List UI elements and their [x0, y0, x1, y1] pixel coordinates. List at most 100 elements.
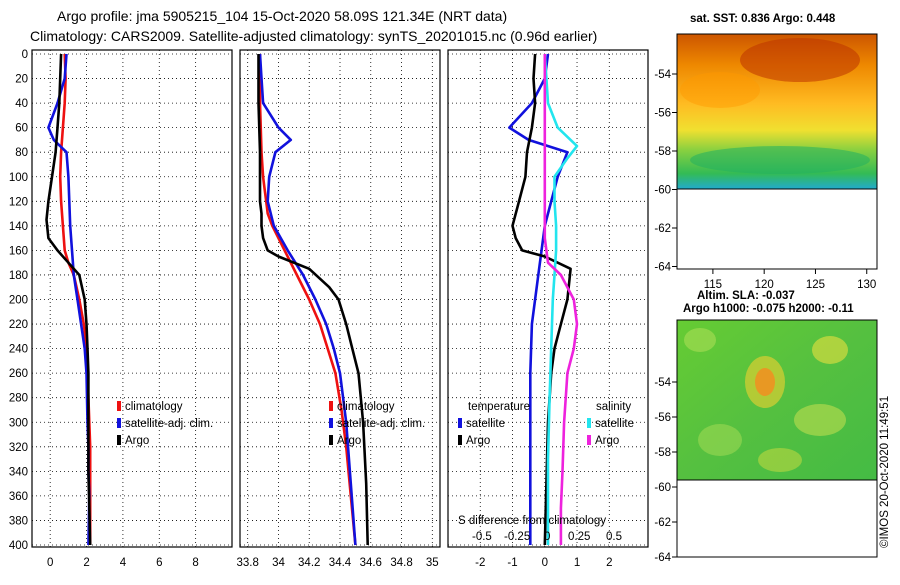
- sla-map: [676, 319, 878, 558]
- legend-swatch-temperature-satellite: [458, 418, 462, 428]
- depth-tick-label: 220: [9, 319, 28, 331]
- sst-cool-patch: [690, 146, 870, 174]
- depth-tick-label: 80: [15, 147, 28, 159]
- s-diff-tick: 0.25: [568, 531, 590, 543]
- difference-panel-frame: [447, 49, 649, 548]
- sst-y-tick-label: -58: [654, 146, 671, 158]
- depth-tick-label: 200: [9, 295, 28, 307]
- legend-heading-salinity: salinity: [596, 401, 631, 413]
- legend-heading-temperature: temperature: [468, 401, 530, 413]
- legend-label-salinity-satellite: satellite: [595, 418, 634, 430]
- x-tick-label: 2: [83, 557, 89, 569]
- sla-high-halo: [745, 356, 785, 408]
- x-tick-label: 34.8: [390, 557, 412, 569]
- x-tick-label: 6: [156, 557, 162, 569]
- series-line-climatology: [258, 54, 357, 546]
- salinity-panel-grid: [240, 50, 440, 547]
- series-line-satellite-adj-clim-: [258, 53, 357, 546]
- legend-swatch-satellite-adj: [117, 418, 121, 428]
- salinity-panel-legend: climatology satellite-adj. clim. Argo: [329, 401, 425, 447]
- figure-title-line-1: Argo profile: jma 5905215_104 15-Oct-202…: [57, 8, 507, 24]
- legend-label-temperature-argo: Argo: [466, 435, 490, 447]
- x-tick-label: -2: [475, 557, 485, 569]
- x-tick-label: 2: [606, 557, 612, 569]
- legend-swatch-argo: [117, 435, 121, 445]
- legend-swatch-satellite-adj: [329, 418, 333, 428]
- sst-map-title: sat. SST: 0.836 Argo: 0.448: [690, 13, 836, 25]
- series-line-argo: [257, 54, 369, 546]
- x-tick-label: 4: [120, 557, 127, 569]
- depth-tick-label: 260: [9, 368, 28, 380]
- salinity-panel-lines: [257, 53, 369, 546]
- sla-map-frame: [676, 319, 878, 558]
- legend-label-satellite-adj: satellite-adj. clim.: [125, 418, 213, 430]
- s-diff-tick: -0.5: [472, 531, 492, 543]
- depth-tick-label: 40: [15, 98, 28, 110]
- sst-map-nodata: [676, 188, 878, 270]
- depth-tick-label: 140: [9, 221, 28, 233]
- s-difference-ticks: -0.5 -0.25 0 0.25 0.5: [472, 531, 622, 543]
- temperature-panel-frame: [31, 49, 233, 548]
- legend-label-climatology: climatology: [337, 401, 395, 413]
- legend-swatch-temperature-argo: [458, 435, 462, 445]
- x-tick-label: 8: [192, 557, 198, 569]
- s-difference-axis-label: S difference from climatology: [458, 515, 606, 527]
- depth-tick-label: 100: [9, 172, 28, 184]
- series-line-argo: [45, 53, 92, 546]
- legend-label-argo: Argo: [125, 435, 149, 447]
- imos-credit: ©IMOS 20-Oct-2020 11:49:51: [879, 396, 891, 548]
- sst-warm-patch: [740, 38, 860, 82]
- x-tick-label: 34: [272, 557, 285, 569]
- depth-tick-label: 300: [9, 417, 28, 429]
- x-tick-label: 35: [426, 557, 439, 569]
- sst-y-tick-label: -60: [654, 185, 671, 197]
- depth-tick-label: 160: [9, 245, 28, 257]
- figure-title-line-2: Climatology: CARS2009. Satellite-adjuste…: [30, 28, 597, 44]
- sst-y-tick-label: -62: [654, 223, 671, 235]
- s-diff-tick: 0.5: [606, 531, 622, 543]
- sla-y-tick-label: -56: [654, 412, 671, 424]
- x-tick-label: 0: [542, 557, 548, 569]
- sst-y-tick-label: -56: [654, 108, 671, 120]
- x-tick-label: 34.2: [298, 557, 320, 569]
- sla-map-title-line-1: Altim. SLA: -0.037: [697, 290, 795, 302]
- depth-tick-label: 340: [9, 466, 28, 478]
- sla-patch: [684, 328, 716, 352]
- x-tick-label: 0: [47, 557, 53, 569]
- sla-y-tick-label: -58: [654, 447, 671, 459]
- x-tick-label: 34.6: [360, 557, 382, 569]
- sst-warm-patch: [680, 72, 760, 108]
- depth-tick-label: 0: [22, 49, 28, 61]
- depth-tick-label: 320: [9, 442, 28, 454]
- depth-tick-label: 400: [9, 540, 28, 552]
- depth-tick-label: 60: [15, 123, 28, 135]
- sla-map-nodata: [676, 479, 878, 558]
- sst-x-tick-label: 130: [857, 279, 876, 291]
- sla-patch: [698, 424, 742, 456]
- sla-patch: [758, 448, 802, 472]
- temperature-panel-grid: [32, 50, 232, 547]
- difference-panel-legend: temperature salinity satellite Argo sate…: [458, 401, 634, 447]
- legend-label-temperature-satellite: satellite: [466, 418, 505, 430]
- legend-swatch-salinity-argo: [587, 435, 591, 445]
- sst-y-tick-label: -64: [654, 262, 671, 274]
- s-diff-tick: 0: [544, 531, 550, 543]
- sst-map-ticks: -54 -56 -58 -60 -62 -64 115 120 125 130: [654, 69, 876, 291]
- sla-map-ticks: -54 -56 -58 -60 -62 -64: [654, 377, 677, 564]
- sst-x-tick-label: 120: [755, 279, 774, 291]
- series-line-salinity-satellite: [543, 53, 579, 545]
- legend-swatch-salinity-satellite: [587, 418, 591, 428]
- s-diff-tick: -0.25: [504, 531, 530, 543]
- sla-high-halo: [812, 336, 848, 364]
- depth-axis-ticks: 0 20 40 60 80 100 120 140 160 180 200 220 240 260 280 3…: [9, 49, 28, 552]
- depth-tick-label: 20: [15, 74, 28, 86]
- sla-y-tick-label: -60: [654, 482, 671, 494]
- x-axis-ticks: 0 2 4 6 8 33.8 34 34.2 34.4 34.6 34.8 35 -2 -1 0 1 2: [47, 557, 613, 569]
- series-line-salinity-argo: [543, 54, 579, 545]
- series-line-temperature-argo: [511, 53, 572, 546]
- sla-y-tick-label: -54: [654, 377, 671, 389]
- legend-swatch-climatology: [117, 401, 121, 411]
- sla-map-title-line-2: Argo h1000: -0.075 h2000: -0.11: [683, 303, 854, 315]
- sst-x-tick-label: 125: [806, 279, 825, 291]
